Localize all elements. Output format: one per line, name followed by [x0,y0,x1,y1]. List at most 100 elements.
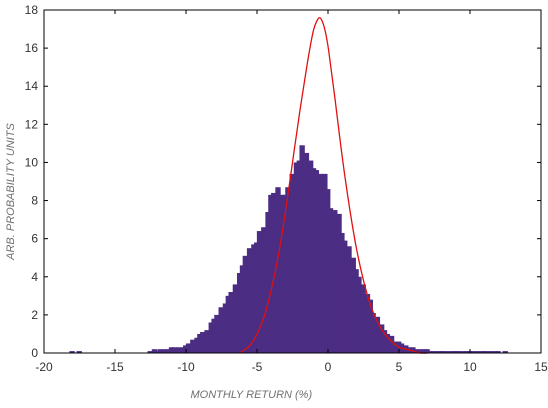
histogram-bar [211,318,217,353]
histogram-bar [339,232,345,353]
histogram-bar [232,284,239,353]
histogram-bar [393,341,399,353]
histogram-bar [353,269,359,353]
histogram-bar [360,284,366,353]
histogram-bar [157,349,163,353]
histogram-bar [502,351,508,353]
histogram-bar [384,333,391,353]
density-curve [239,16,428,354]
histogram-bar [225,295,231,353]
histogram-bar [204,330,210,353]
histogram-bar [147,351,153,353]
histogram-bar [242,255,249,353]
histogram-bar [200,332,206,353]
histogram-bar [218,307,224,353]
y-tick-label: 10 [25,155,39,169]
histogram-bar [378,324,385,353]
histogram-bar [452,351,459,353]
histogram-bar [175,347,182,353]
histogram-bar [438,351,444,353]
histogram-bar [431,351,437,353]
y-tick-label: 16 [25,41,39,55]
histogram-bar [336,213,342,353]
histogram-bar [185,343,192,353]
histogram-bar [268,194,274,353]
histogram-bar [307,160,314,353]
histogram-bar [197,333,203,353]
density-curve-line [239,16,428,354]
histogram-bar [254,242,260,353]
histogram-bar [69,351,75,353]
histogram-bar [469,351,476,353]
histogram-bar [208,322,214,353]
histogram-bar [190,339,196,353]
x-tick-label: -20 [35,360,53,374]
histogram-bar [322,173,328,353]
histogram-bar [381,330,388,353]
histogram-bar [492,351,498,353]
histogram-bar [367,299,373,353]
histogram-bar [256,231,263,353]
histogram-bar [441,351,447,353]
histogram-bar [222,303,229,353]
histogram-bar [325,189,331,353]
y-tick-label: 2 [31,308,38,322]
x-tick-label: 0 [325,360,332,374]
x-tick-label: 10 [463,360,477,374]
histogram-bar [168,347,175,353]
histogram-bar [464,351,470,353]
histogram-bar [356,276,362,353]
histogram-bar [282,194,288,353]
histogram-bar [417,349,423,353]
histogram-bar [350,257,356,353]
histogram-bar [474,351,480,353]
histogram-bar [374,316,381,353]
histogram-bar [488,351,494,353]
histogram-bar [303,152,310,353]
histogram-bar [236,272,243,353]
histogram-bar [342,240,348,353]
histogram-bar [410,347,416,353]
histogram-bar [151,349,158,353]
histogram-bar [459,351,466,353]
histogram-bar [427,351,433,353]
histogram-bar [449,351,456,353]
y-tick-label: 14 [25,79,39,93]
histogram-bar [251,244,257,353]
histogram-bar [271,192,277,353]
histogram-bar [296,160,302,353]
y-tick-label: 6 [31,232,38,246]
histogram-bar [484,351,490,353]
histogram-bars [69,145,508,353]
x-tick-label: -15 [106,360,124,374]
y-tick-label: 0 [31,346,38,360]
plot-border [43,9,542,354]
histogram-bar [214,314,220,353]
histogram-bar [421,349,427,353]
histogram-bar [346,246,352,353]
x-tick-label: 5 [396,360,403,374]
histogram-bar [265,211,271,353]
y-tick-label: 4 [31,270,38,284]
histogram-bar [327,208,334,353]
x-tick-label: -5 [252,360,263,374]
histogram-bar [239,265,246,353]
histogram-bar [154,351,160,353]
x-tick-label: 15 [534,360,548,374]
histogram-bar [165,349,172,353]
histogram-bar [76,351,82,353]
histogram-bar [481,351,487,353]
histogram-bar [495,351,501,353]
x-tick-label: -10 [177,360,195,374]
y-tick-label: 8 [31,194,38,208]
histogram-bar [370,312,376,353]
plot-frame [43,9,542,354]
histogram-bar [246,248,253,353]
histogram-bar [261,227,267,353]
y-tick-label: 12 [25,117,39,131]
histogram-bar [228,292,234,353]
x-axis-label: MONTHLY RETURN (%) [191,389,313,401]
histogram-bar [435,351,442,353]
histogram-bar [364,293,371,353]
